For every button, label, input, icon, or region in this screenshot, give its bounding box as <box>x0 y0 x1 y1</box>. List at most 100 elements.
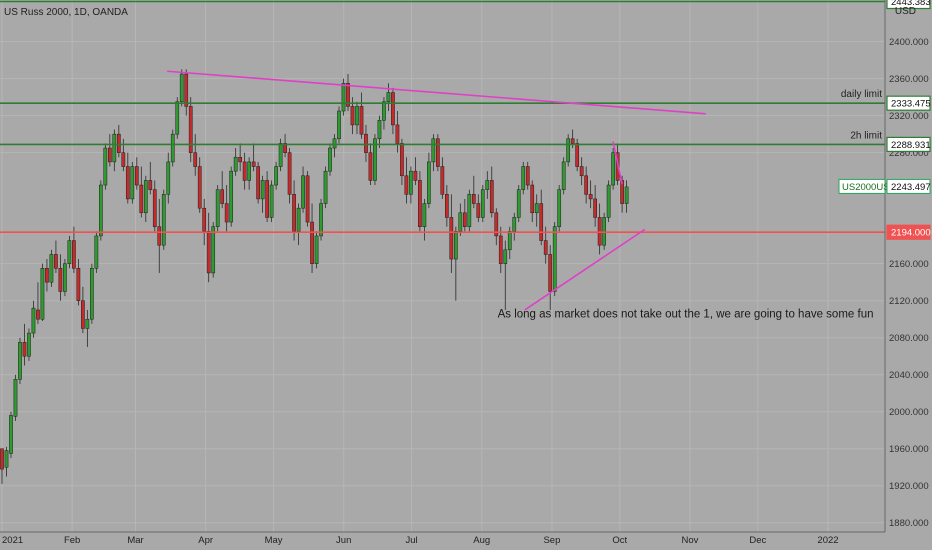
level-price-tag <box>886 136 931 152</box>
candle-body <box>9 415 13 454</box>
candle-body <box>575 143 580 167</box>
candle-body <box>22 342 27 357</box>
candle-body <box>54 254 58 269</box>
candle-body <box>579 166 584 177</box>
candle-body <box>445 194 449 218</box>
y-tick-label: 2000.000 <box>889 407 929 418</box>
candle-body <box>224 203 229 223</box>
level-label: daily limit <box>841 89 882 100</box>
x-tick-label: May <box>265 535 283 546</box>
candle-body <box>72 240 76 269</box>
current-price-tag <box>886 178 931 194</box>
annotation-text: As long as market does not take out the … <box>498 308 874 320</box>
candle-body <box>449 217 454 260</box>
candle-body <box>391 92 395 126</box>
candle-body <box>503 249 508 264</box>
candle-body <box>453 231 458 260</box>
candle-body <box>525 166 530 186</box>
candle-body <box>350 106 355 126</box>
candle-body <box>31 307 36 334</box>
candle-body <box>94 235 99 269</box>
candle-body <box>620 180 624 204</box>
candle-body <box>368 152 373 181</box>
y-tick-label: 2120.000 <box>889 296 929 307</box>
candle-body <box>260 180 265 200</box>
candle-body <box>427 161 431 204</box>
candles <box>0 69 629 484</box>
x-tick-label: Sep <box>543 535 560 546</box>
candle-body <box>440 166 445 195</box>
level-price-tag <box>886 0 931 10</box>
candle-body <box>413 170 418 181</box>
candle-body <box>256 166 260 200</box>
candle-body <box>382 101 386 121</box>
x-tick-label: Aug <box>473 535 490 546</box>
candle-body <box>197 166 202 209</box>
candle-body <box>314 235 319 264</box>
candle-body <box>148 180 153 190</box>
candle-body <box>139 184 144 214</box>
level-price-tag <box>886 224 931 240</box>
candle-body <box>18 342 22 380</box>
candle-body <box>373 138 377 181</box>
y-tick-label: 1920.000 <box>889 481 929 492</box>
price-axis-bg <box>885 0 932 550</box>
candle-body <box>328 147 332 172</box>
candle-body <box>606 184 611 218</box>
candle-body <box>480 189 485 218</box>
x-tick-label: Mar <box>127 535 143 546</box>
level-price-label: 2333.475 <box>891 99 931 110</box>
candle-body <box>220 189 225 204</box>
y-tick-label: 2320.000 <box>889 111 929 122</box>
candle-body <box>40 268 45 320</box>
candle-body <box>566 138 571 163</box>
candle-body <box>107 147 112 163</box>
current-price-label: 2243.497 <box>891 182 931 193</box>
candle-body <box>355 106 359 126</box>
candle-body <box>337 110 341 140</box>
candle-body <box>125 166 130 200</box>
y-tick-label: 2280.000 <box>889 148 929 159</box>
candle-body <box>512 217 517 232</box>
x-tick-label: Jun <box>336 535 351 546</box>
level-price-label: 2443.383 <box>891 0 931 8</box>
candle-body <box>152 189 157 227</box>
candle-body <box>170 133 175 163</box>
candle-body <box>215 189 220 227</box>
symbol-label: US2000USD <box>842 182 897 193</box>
candle-body <box>229 170 234 223</box>
candle-body <box>58 268 63 292</box>
candle-body <box>45 268 49 283</box>
candle-body <box>521 166 526 190</box>
candle-body <box>143 180 148 214</box>
time-axis: 2021 Feb Mar Apr May Jun Jul Aug Sep Oct Nov Dec 202… <box>2 535 839 546</box>
candle-body <box>588 194 593 200</box>
candle-body <box>507 231 512 251</box>
candle-body <box>292 194 296 232</box>
candle-body <box>287 152 292 195</box>
level-price-tag <box>886 95 931 111</box>
candle-body <box>570 138 575 144</box>
candle-body <box>494 212 499 237</box>
candle-body <box>296 207 301 232</box>
x-tick-label: 2022 <box>817 535 838 546</box>
candle-body <box>278 143 283 167</box>
candle-body <box>301 175 305 209</box>
candle-body <box>386 92 391 103</box>
candle-body <box>269 184 274 218</box>
candle-body <box>561 161 566 190</box>
candle-body <box>247 161 251 181</box>
candle-body <box>251 161 256 167</box>
x-tick-label: Oct <box>612 535 627 546</box>
candle-body <box>476 203 481 218</box>
level-price-label: 2288.931 <box>891 140 931 151</box>
candle-body <box>436 138 440 167</box>
y-tick-label: 2080.000 <box>889 333 929 344</box>
candle-body <box>202 207 207 232</box>
candle-body <box>4 450 9 468</box>
candle-body <box>319 203 323 237</box>
x-tick-label: Nov <box>682 535 699 546</box>
candle-body <box>116 133 121 153</box>
